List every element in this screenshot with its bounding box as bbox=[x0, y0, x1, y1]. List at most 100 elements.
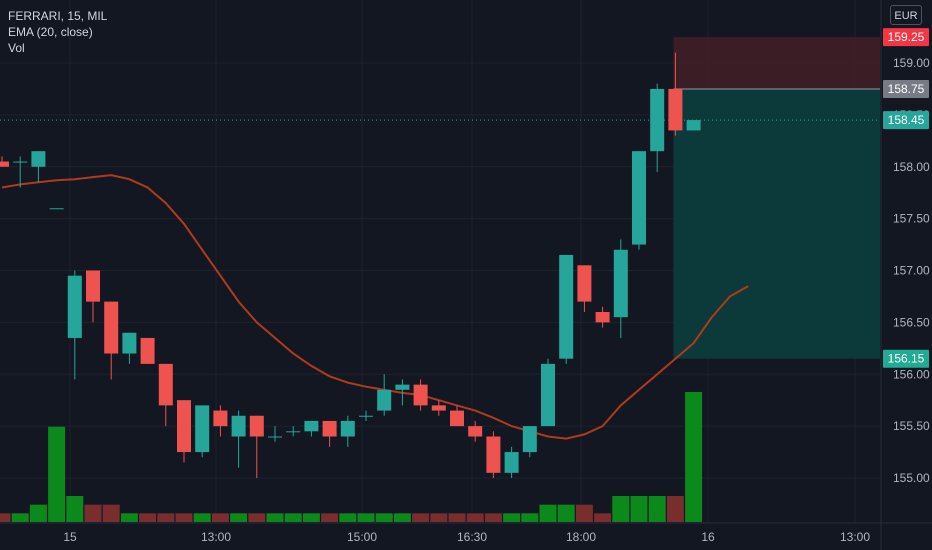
volume-bar bbox=[612, 496, 630, 522]
x-tick-label: 13:00 bbox=[201, 530, 231, 544]
currency-button[interactable]: EUR bbox=[890, 5, 922, 25]
candle-up[interactable] bbox=[559, 254, 574, 359]
candle-down[interactable] bbox=[668, 88, 683, 131]
candle-down[interactable] bbox=[140, 337, 155, 364]
x-tick-label: 15:00 bbox=[347, 530, 377, 544]
candle-down[interactable] bbox=[577, 265, 592, 302]
price-tag-label: 158.75 bbox=[888, 82, 925, 96]
volume-bar bbox=[648, 496, 666, 522]
price-tag-label: 159.25 bbox=[888, 30, 925, 44]
chart-legend: FERRARI, 15, MIL EMA (20, close) Vol bbox=[8, 8, 107, 56]
candle-down[interactable] bbox=[468, 426, 483, 437]
ema-legend[interactable]: EMA (20, close) bbox=[8, 25, 93, 39]
volume-bar bbox=[66, 496, 84, 522]
x-tick-label: 16 bbox=[701, 530, 715, 544]
volume-bar bbox=[557, 504, 575, 522]
candle-up[interactable] bbox=[359, 415, 373, 417]
candle-up[interactable] bbox=[395, 384, 410, 390]
candle-up[interactable] bbox=[31, 151, 46, 167]
take-profit-zone[interactable] bbox=[673, 88, 880, 359]
candle-up[interactable] bbox=[286, 431, 301, 433]
candle-up[interactable] bbox=[13, 161, 28, 163]
volume-bar bbox=[248, 513, 266, 522]
y-tick-label: 157.50 bbox=[893, 212, 930, 226]
ema-line[interactable] bbox=[1, 174, 749, 440]
volume-legend[interactable]: Vol bbox=[8, 41, 25, 55]
x-tick-label: 18:00 bbox=[566, 530, 596, 544]
x-tick-label: 15 bbox=[63, 530, 77, 544]
candle-down[interactable] bbox=[413, 384, 428, 406]
volume-bar bbox=[503, 513, 521, 522]
volume-bar bbox=[84, 504, 102, 522]
volume-bar bbox=[466, 513, 484, 522]
candle-up[interactable] bbox=[340, 420, 355, 437]
volume-bar bbox=[594, 513, 612, 522]
volume-bar bbox=[139, 513, 157, 522]
volume-bar bbox=[430, 513, 448, 522]
candle-down[interactable] bbox=[322, 420, 337, 437]
volume-bar bbox=[230, 513, 248, 522]
symbol-legend[interactable]: FERRARI, 15, MIL bbox=[8, 9, 108, 23]
candle-up[interactable] bbox=[504, 452, 519, 473]
volume-bar bbox=[11, 513, 29, 522]
candle-down[interactable] bbox=[431, 405, 446, 411]
candle-up[interactable] bbox=[522, 426, 537, 453]
y-tick-label: 155.50 bbox=[893, 419, 930, 433]
volume-bar bbox=[157, 513, 175, 522]
candle-down[interactable] bbox=[0, 161, 9, 167]
volume-bar bbox=[357, 513, 375, 522]
candle-down[interactable] bbox=[158, 363, 173, 406]
volume-bar bbox=[321, 513, 339, 522]
candle-down[interactable] bbox=[595, 312, 610, 323]
candle-up[interactable] bbox=[304, 420, 319, 432]
volume-bar bbox=[666, 496, 684, 522]
candle-down[interactable] bbox=[249, 415, 264, 437]
volume-bar bbox=[521, 513, 539, 522]
candle-up[interactable] bbox=[650, 88, 665, 152]
candle-down[interactable] bbox=[104, 301, 119, 354]
x-tick-label: 13:00 bbox=[840, 530, 870, 544]
volume-bar bbox=[630, 496, 648, 522]
price-tag-label: 156.15 bbox=[888, 352, 925, 366]
volume-bar bbox=[120, 513, 138, 522]
candle-up[interactable] bbox=[49, 208, 64, 210]
price-tag-label: 158.45 bbox=[888, 113, 925, 127]
candle-up[interactable] bbox=[541, 363, 555, 427]
volume-bar bbox=[484, 513, 502, 522]
candle-up[interactable] bbox=[268, 436, 282, 438]
candle-up[interactable] bbox=[613, 249, 628, 318]
volume-bar bbox=[448, 513, 466, 522]
candle-up[interactable] bbox=[377, 389, 392, 411]
y-tick-label: 157.00 bbox=[893, 264, 930, 278]
volume-bar bbox=[302, 513, 320, 522]
candle-up[interactable] bbox=[122, 332, 137, 354]
volume-bar bbox=[29, 504, 47, 522]
candle-down[interactable] bbox=[213, 410, 228, 427]
stop-loss-zone[interactable] bbox=[673, 37, 880, 89]
candle-down[interactable] bbox=[86, 270, 100, 302]
price-tag-target bbox=[883, 349, 929, 368]
candle-up[interactable] bbox=[686, 120, 701, 131]
volume-bar bbox=[193, 513, 211, 522]
price-tag-entry bbox=[883, 79, 929, 98]
y-tick-label: 156.00 bbox=[893, 367, 930, 381]
x-tick-label: 16:30 bbox=[457, 530, 487, 544]
candle-up[interactable] bbox=[231, 415, 246, 437]
volume-bar bbox=[211, 513, 229, 522]
price-tag-last bbox=[883, 111, 929, 130]
candle-up[interactable] bbox=[195, 405, 210, 453]
volume-bar bbox=[339, 513, 357, 522]
candle-up[interactable] bbox=[67, 275, 82, 338]
y-tick-label: 158.00 bbox=[893, 160, 930, 174]
y-tick-label: 159.00 bbox=[893, 56, 930, 70]
candle-down[interactable] bbox=[450, 410, 464, 427]
volume-bar bbox=[539, 504, 557, 522]
candle-up[interactable] bbox=[632, 151, 646, 245]
volume-bar bbox=[48, 426, 66, 522]
candle-down[interactable] bbox=[177, 400, 191, 453]
volume-bar bbox=[102, 504, 120, 522]
candle-down[interactable] bbox=[486, 436, 501, 473]
volume-bar bbox=[266, 513, 284, 522]
